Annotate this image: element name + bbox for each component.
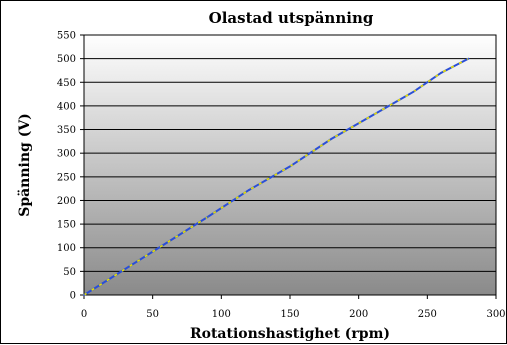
x-tick-label: 250 [418, 309, 437, 320]
chart-title: Olastad utspänning [209, 9, 374, 27]
y-tick-label: 250 [57, 172, 76, 183]
y-tick-label: 0 [70, 291, 76, 302]
data-point [289, 165, 291, 168]
y-tick-label: 550 [57, 31, 76, 42]
y-tick-label: 400 [57, 101, 76, 112]
data-point [330, 138, 333, 140]
y-tick-label: 200 [57, 196, 76, 207]
y-tick-labels: 0 50 100 150 200 250 300 350 400 450 500 550 [57, 31, 84, 302]
x-tick-label: 300 [486, 309, 505, 320]
data-point [467, 57, 470, 60]
series-line-dash [83, 57, 469, 296]
series-lines [83, 57, 470, 296]
y-tick-label: 50 [63, 267, 76, 278]
data-point [440, 71, 442, 74]
x-tick-label: 0 [81, 309, 87, 320]
data-point [247, 189, 250, 191]
x-axis-label: Rotationshastighet (rpm) [190, 326, 390, 342]
x-tick-label: 200 [349, 309, 368, 320]
y-axis-label: Spänning (V) [17, 113, 33, 217]
y-tick-label: 450 [57, 78, 76, 89]
y-tick-label: 100 [57, 243, 76, 254]
data-point [412, 90, 415, 93]
x-tick-label: 50 [146, 309, 159, 320]
data-point [83, 294, 85, 296]
y-tick-label: 350 [57, 125, 76, 136]
x-tick-label: 150 [280, 309, 299, 320]
x-tick-label: 100 [212, 309, 231, 320]
gridlines [84, 58, 496, 272]
x-tick-labels: 0 50 100 150 200 250 300 [81, 295, 506, 320]
data-point [124, 268, 127, 270]
data-point [206, 216, 209, 218]
y-tick-label: 150 [57, 220, 76, 231]
data-point [371, 114, 374, 117]
y-tick-label: 500 [57, 54, 76, 65]
data-point [165, 242, 168, 244]
y-tick-label: 300 [57, 149, 76, 160]
